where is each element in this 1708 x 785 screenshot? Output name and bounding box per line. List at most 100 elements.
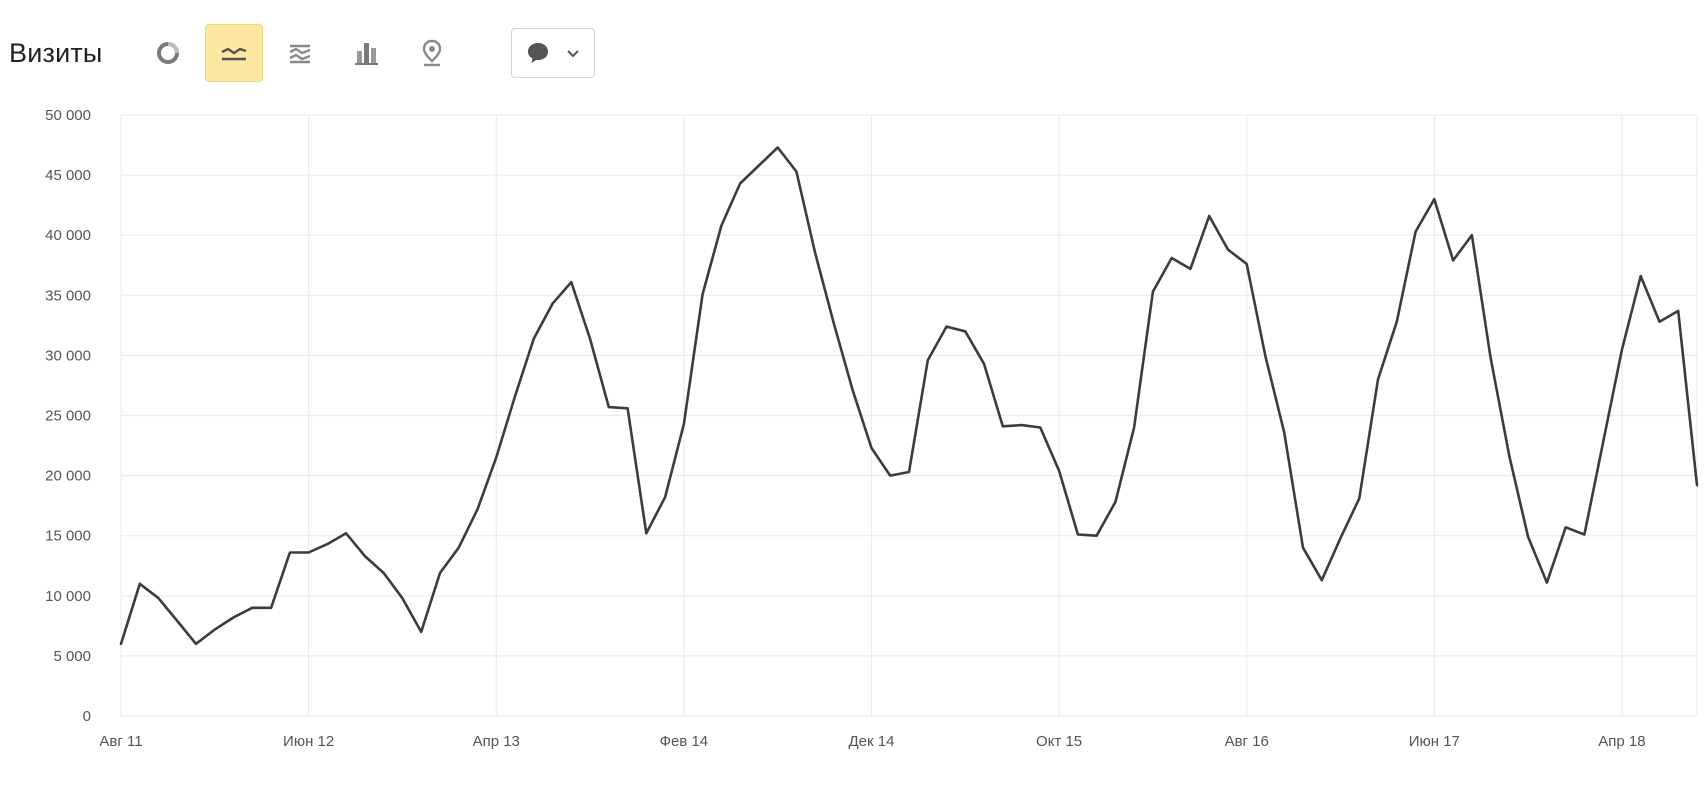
data-point [1601, 440, 1605, 444]
visits-series-line [119, 146, 1699, 646]
data-point [888, 474, 892, 478]
x-tick-label: Июн 12 [283, 733, 334, 750]
data-point [926, 358, 930, 362]
data-point [851, 388, 855, 392]
data-point [738, 182, 742, 186]
line-chart-button[interactable] [204, 24, 263, 82]
data-point [1339, 536, 1343, 540]
data-point [644, 531, 648, 535]
data-point [1020, 423, 1024, 427]
x-tick-label: Авг 11 [99, 733, 142, 750]
map-button[interactable] [403, 24, 461, 82]
data-point [475, 507, 479, 511]
area-chart-button[interactable] [271, 24, 329, 82]
data-point [607, 405, 611, 409]
data-point [869, 446, 873, 450]
data-point [1582, 532, 1586, 536]
data-point [588, 337, 592, 341]
data-point [513, 394, 517, 398]
data-point [626, 406, 630, 410]
data-point [1151, 290, 1155, 294]
data-point [1489, 356, 1493, 360]
data-point [1507, 454, 1511, 458]
annotations-dropdown[interactable] [510, 28, 595, 78]
y-tick-label: 30 000 [45, 347, 91, 364]
chart-title: Визиты [9, 37, 103, 68]
chevron-down-icon [566, 50, 579, 58]
data-point [1282, 430, 1286, 434]
data-point [288, 551, 292, 555]
data-point [194, 642, 198, 646]
y-tick-label: 40 000 [45, 227, 91, 244]
y-tick-label: 35 000 [45, 287, 91, 304]
data-point [776, 145, 780, 149]
data-point [569, 280, 573, 284]
x-tick-label: Апр 13 [473, 733, 520, 750]
x-tick-label: Окт 15 [1036, 733, 1082, 750]
bar-chart-button[interactable] [337, 24, 395, 82]
data-point [963, 329, 967, 333]
data-point [907, 470, 911, 474]
data-point [1545, 581, 1549, 585]
x-tick-label: Июн 17 [1409, 733, 1460, 750]
x-tick-label: Дек 14 [849, 733, 895, 750]
data-point [1132, 426, 1136, 430]
data-point [325, 542, 329, 546]
data-point [1357, 496, 1361, 500]
data-point [363, 554, 367, 558]
line-chart-icon [220, 47, 246, 61]
data-point [1301, 546, 1305, 550]
y-tick-label: 5 000 [53, 648, 91, 665]
data-point [1695, 483, 1699, 487]
speech-bubble-icon [527, 43, 548, 63]
data-point [701, 292, 705, 296]
visits-line-chart: 0 5 000 10 000 15 000 20 000 25 000 30 000 35 0… [45, 107, 1699, 750]
data-point [1188, 267, 1192, 271]
data-point [1451, 258, 1455, 262]
data-point [494, 456, 498, 460]
data-point [1639, 274, 1643, 278]
data-point [682, 422, 686, 426]
data-point [1395, 320, 1399, 324]
y-tick-label: 0 [83, 708, 91, 725]
data-point [757, 163, 761, 167]
y-tick-label: 45 000 [45, 167, 91, 184]
data-point [1095, 534, 1099, 538]
data-point [1657, 320, 1661, 324]
x-axis: Авг 11 Июн 12 Апр 13 Фев 14 Дек 14 Окт 15 Авг … [99, 733, 1645, 750]
y-tick-label: 20 000 [45, 468, 91, 485]
data-point [832, 322, 836, 326]
data-point [382, 571, 386, 575]
data-point [344, 531, 348, 535]
data-point [175, 619, 179, 623]
data-point [1470, 233, 1474, 237]
data-point [457, 546, 461, 550]
x-tick-label: Авг 16 [1225, 733, 1269, 750]
data-point [250, 606, 254, 610]
data-point [532, 337, 536, 341]
data-point [307, 551, 311, 555]
x-tick-label: Фев 14 [660, 733, 709, 750]
data-point [1038, 426, 1042, 430]
data-point [1113, 500, 1117, 504]
bar-chart-icon [354, 43, 378, 65]
y-axis: 0 5 000 10 000 15 000 20 000 25 000 30 000 35 0… [45, 107, 91, 725]
data-point [138, 582, 142, 586]
data-point [157, 596, 161, 600]
data-point [1207, 214, 1211, 218]
data-point [213, 627, 217, 631]
pie-chart-button[interactable] [139, 24, 197, 82]
chart-toolbar: Визиты [0, 20, 595, 86]
data-point [1057, 469, 1061, 473]
data-point [1526, 535, 1530, 539]
data-point [1676, 309, 1680, 313]
data-point [1226, 248, 1230, 252]
y-tick-label: 10 000 [45, 588, 91, 605]
data-point [1432, 197, 1436, 201]
data-point [1620, 347, 1624, 351]
chart-grid [120, 114, 1698, 717]
data-point [945, 325, 949, 329]
data-point [438, 571, 442, 575]
data-point [1564, 525, 1568, 529]
pie-chart-icon [156, 42, 179, 64]
